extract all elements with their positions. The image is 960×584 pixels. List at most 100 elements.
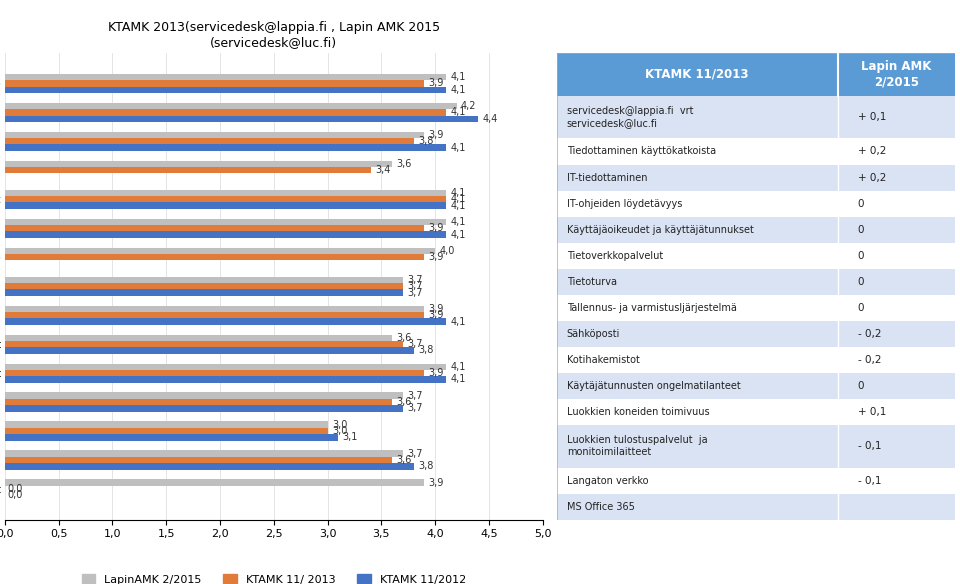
Text: 4,0: 4,0 [440, 246, 455, 256]
Bar [5, 144, 445, 151]
Text: 3,6: 3,6 [396, 333, 412, 343]
Text: Kotihakemistot: Kotihakemistot [566, 354, 639, 364]
Bar [5, 74, 445, 80]
Bar [5, 231, 445, 238]
Bar [557, 242, 955, 269]
Text: + 0,1: + 0,1 [857, 112, 886, 122]
Bar [5, 457, 392, 463]
Text: 0,0: 0,0 [7, 484, 22, 494]
Text: Käyttäjäoikeudet ja käyttäjätunnukset: Käyttäjäoikeudet ja käyttäjätunnukset [566, 225, 754, 235]
Text: 3,9: 3,9 [429, 304, 444, 314]
Bar [5, 190, 445, 196]
Text: 3,6: 3,6 [396, 159, 412, 169]
Bar [5, 370, 424, 376]
Text: servicedesk@lappia.fi  vrt
servicedesk@luc.fi: servicedesk@lappia.fi vrt servicedesk@lu… [566, 106, 693, 128]
Text: 3,8: 3,8 [418, 136, 433, 147]
Text: 0: 0 [857, 277, 864, 287]
Text: Tietoverkkopalvelut: Tietoverkkopalvelut [566, 251, 663, 260]
Bar [5, 277, 403, 283]
Text: 4,1: 4,1 [450, 194, 466, 204]
Text: IT-tiedottaminen: IT-tiedottaminen [566, 172, 647, 183]
Bar [5, 218, 445, 225]
Bar [5, 363, 445, 370]
Text: 4,2: 4,2 [461, 101, 476, 111]
Text: 4,1: 4,1 [450, 374, 466, 384]
Text: 3,7: 3,7 [407, 404, 422, 413]
Bar [557, 468, 955, 493]
Bar [557, 347, 955, 373]
Bar [5, 116, 478, 122]
Text: 0: 0 [857, 381, 864, 391]
Text: + 0,2: + 0,2 [857, 172, 886, 183]
Text: 4,1: 4,1 [450, 217, 466, 227]
Bar [5, 463, 414, 470]
Bar [5, 450, 403, 457]
Text: 4,1: 4,1 [450, 85, 466, 95]
Bar [5, 479, 424, 486]
Text: 3,9: 3,9 [429, 130, 444, 140]
Text: 4,1: 4,1 [450, 230, 466, 239]
Bar [5, 318, 445, 325]
Bar [5, 132, 424, 138]
Text: MS Office 365: MS Office 365 [566, 502, 635, 512]
Text: + 0,2: + 0,2 [857, 147, 886, 157]
Text: 4,1: 4,1 [450, 201, 466, 211]
Bar [557, 138, 955, 165]
Bar [557, 217, 955, 242]
Text: Tietoturva: Tietoturva [566, 277, 616, 287]
Text: 4,1: 4,1 [450, 317, 466, 326]
Bar [557, 96, 955, 138]
Text: Langaton verkko: Langaton verkko [566, 476, 648, 486]
Bar [5, 225, 424, 231]
Text: Tiedottaminen käyttökatkoista: Tiedottaminen käyttökatkoista [566, 147, 716, 157]
Bar [557, 295, 955, 321]
Bar [557, 493, 955, 520]
Text: 3,7: 3,7 [407, 449, 422, 458]
Text: Sähköposti: Sähköposti [566, 329, 620, 339]
Text: 3,9: 3,9 [429, 78, 444, 88]
Text: 3,9: 3,9 [429, 223, 444, 233]
Text: 3,7: 3,7 [407, 391, 422, 401]
Bar [5, 109, 445, 116]
Text: 0: 0 [857, 199, 864, 208]
Text: 3,7: 3,7 [407, 275, 422, 285]
Text: 0,0: 0,0 [7, 491, 22, 500]
Bar [557, 425, 955, 468]
Text: 4,1: 4,1 [450, 72, 466, 82]
Text: 0: 0 [857, 303, 864, 312]
Text: Käytäjätunnusten ongelmatilanteet: Käytäjätunnusten ongelmatilanteet [566, 381, 740, 391]
Text: 3,6: 3,6 [396, 455, 412, 465]
Text: KTAMK 11/2013: KTAMK 11/2013 [645, 68, 749, 81]
Bar [5, 434, 338, 440]
Text: 4,1: 4,1 [450, 142, 466, 152]
Text: 3,7: 3,7 [407, 287, 422, 297]
Bar [5, 283, 403, 289]
Bar [5, 399, 392, 405]
Bar [557, 269, 955, 295]
Text: 4,1: 4,1 [450, 188, 466, 198]
Text: 3,1: 3,1 [343, 432, 358, 443]
Text: 3,7: 3,7 [407, 281, 422, 291]
Bar [5, 305, 424, 312]
Text: - 0,1: - 0,1 [857, 442, 881, 451]
Bar [5, 138, 414, 144]
Bar [5, 347, 414, 354]
Text: 3,4: 3,4 [374, 165, 391, 175]
Text: 4,1: 4,1 [450, 107, 466, 117]
Bar [557, 165, 955, 190]
Text: 3,6: 3,6 [396, 397, 412, 407]
Bar [5, 376, 445, 383]
Bar [5, 254, 424, 260]
Bar [5, 103, 457, 109]
Bar [557, 190, 955, 217]
Title: KTAMK 2013(servicedesk@lappia.fi , Lapin AMK 2015
(servicedesk@luc.fi): KTAMK 2013(servicedesk@lappia.fi , Lapin… [108, 20, 440, 48]
Text: + 0,1: + 0,1 [857, 406, 886, 417]
Bar [5, 161, 392, 167]
Bar [5, 341, 403, 347]
Bar [5, 392, 403, 399]
Bar [557, 53, 955, 96]
Text: 0: 0 [857, 225, 864, 235]
Text: 3,0: 3,0 [332, 426, 348, 436]
Bar [5, 428, 327, 434]
Text: 3,9: 3,9 [429, 478, 444, 488]
